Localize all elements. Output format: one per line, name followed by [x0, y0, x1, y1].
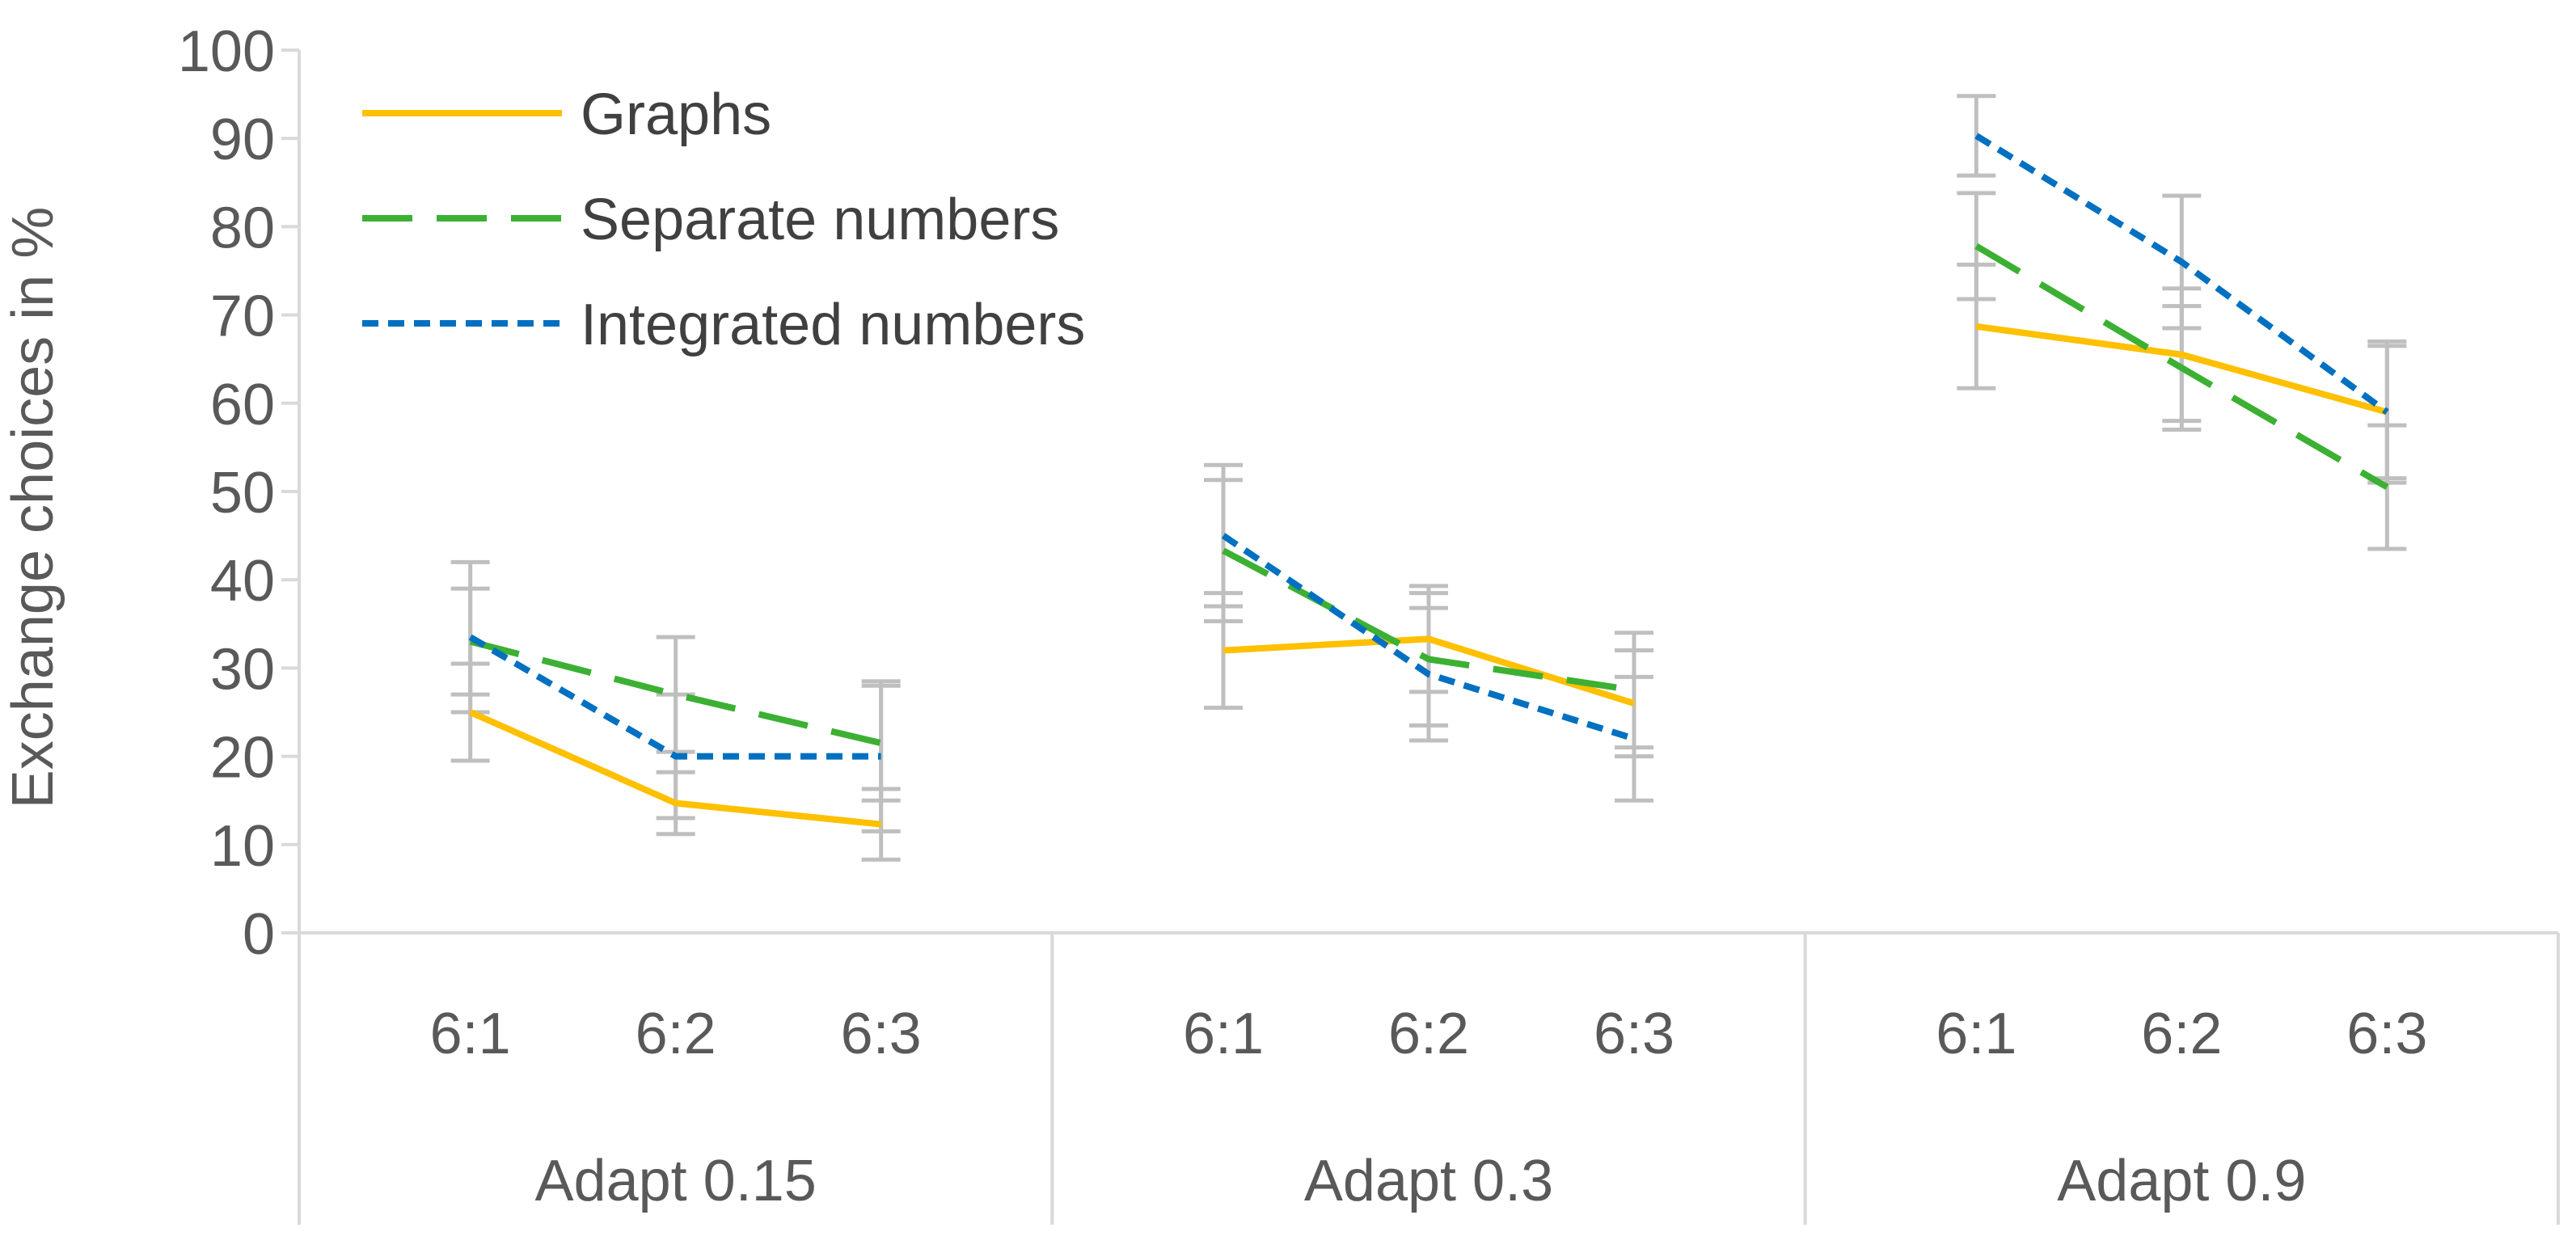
- y-tick-label: 70: [210, 285, 275, 349]
- series-line-graphs: [1975, 323, 2388, 416]
- x-tick-label: 6:3: [2346, 1002, 2427, 1066]
- group-label: Adapt 0.3: [1304, 1149, 1553, 1213]
- group-label: Adapt 0.15: [535, 1149, 817, 1213]
- group-label: Adapt 0.9: [2057, 1149, 2306, 1213]
- y-tick-label: 40: [210, 549, 275, 614]
- x-tick-label: 6:2: [636, 1002, 716, 1066]
- series-line-graphs: [469, 709, 882, 828]
- series-line-integrated-numbers: [1221, 533, 1636, 742]
- y-tick-label: 80: [210, 196, 275, 260]
- y-tick-label: 50: [210, 461, 275, 525]
- series-line-graphs: [1223, 635, 1636, 707]
- x-tick-label: 6:2: [1388, 1002, 1469, 1066]
- y-tick-label: 90: [210, 108, 275, 172]
- x-tick-label: 6:1: [1936, 1002, 2016, 1066]
- y-tick-label: 100: [178, 19, 275, 84]
- y-tick-label: 20: [210, 726, 275, 791]
- y-tick-label: 30: [210, 637, 275, 702]
- x-tick-label: 6:3: [1594, 1002, 1674, 1066]
- legend-label-graphs: Graphs: [581, 82, 771, 147]
- x-tick-label: 6:3: [841, 1002, 922, 1066]
- series-line-integrated-numbers: [468, 634, 881, 760]
- legend-label-integrated-numbers: Integrated numbers: [581, 293, 1085, 357]
- x-tick-label: 6:2: [2141, 1002, 2222, 1066]
- series-line-separate-numbers: [1222, 547, 1635, 694]
- legend-label-separate-numbers: Separate numbers: [581, 188, 1059, 252]
- y-tick-label: 60: [210, 373, 275, 437]
- y-tick-label: 0: [243, 902, 275, 967]
- y-tick-label: 10: [210, 814, 275, 879]
- series-line-separate-numbers: [1974, 243, 2389, 490]
- series-line-integrated-numbers: [1974, 133, 2389, 415]
- y-axis-title: Exchange choices in %: [1, 207, 65, 808]
- x-tick-label: 6:1: [430, 1002, 511, 1066]
- x-tick-label: 6:1: [1183, 1002, 1264, 1066]
